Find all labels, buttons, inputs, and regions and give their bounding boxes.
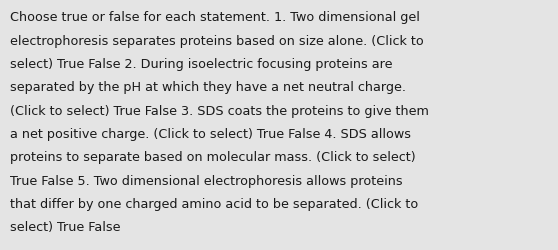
Text: separated by the pH at which they have a net neutral charge.: separated by the pH at which they have a…: [10, 81, 406, 94]
Text: that differ by one charged amino acid to be separated. (Click to: that differ by one charged amino acid to…: [10, 197, 418, 210]
Text: proteins to separate based on molecular mass. (Click to select): proteins to separate based on molecular …: [10, 151, 416, 164]
Text: a net positive charge. (Click to select) True False 4. SDS allows: a net positive charge. (Click to select)…: [10, 128, 411, 140]
Text: select) True False: select) True False: [10, 220, 121, 234]
Text: select) True False 2. During isoelectric focusing proteins are: select) True False 2. During isoelectric…: [10, 58, 392, 71]
Text: Choose true or false for each statement. 1. Two dimensional gel: Choose true or false for each statement.…: [10, 11, 420, 24]
Text: True False 5. Two dimensional electrophoresis allows proteins: True False 5. Two dimensional electropho…: [10, 174, 403, 187]
Text: (Click to select) True False 3. SDS coats the proteins to give them: (Click to select) True False 3. SDS coat…: [10, 104, 429, 117]
Text: electrophoresis separates proteins based on size alone. (Click to: electrophoresis separates proteins based…: [10, 34, 424, 48]
